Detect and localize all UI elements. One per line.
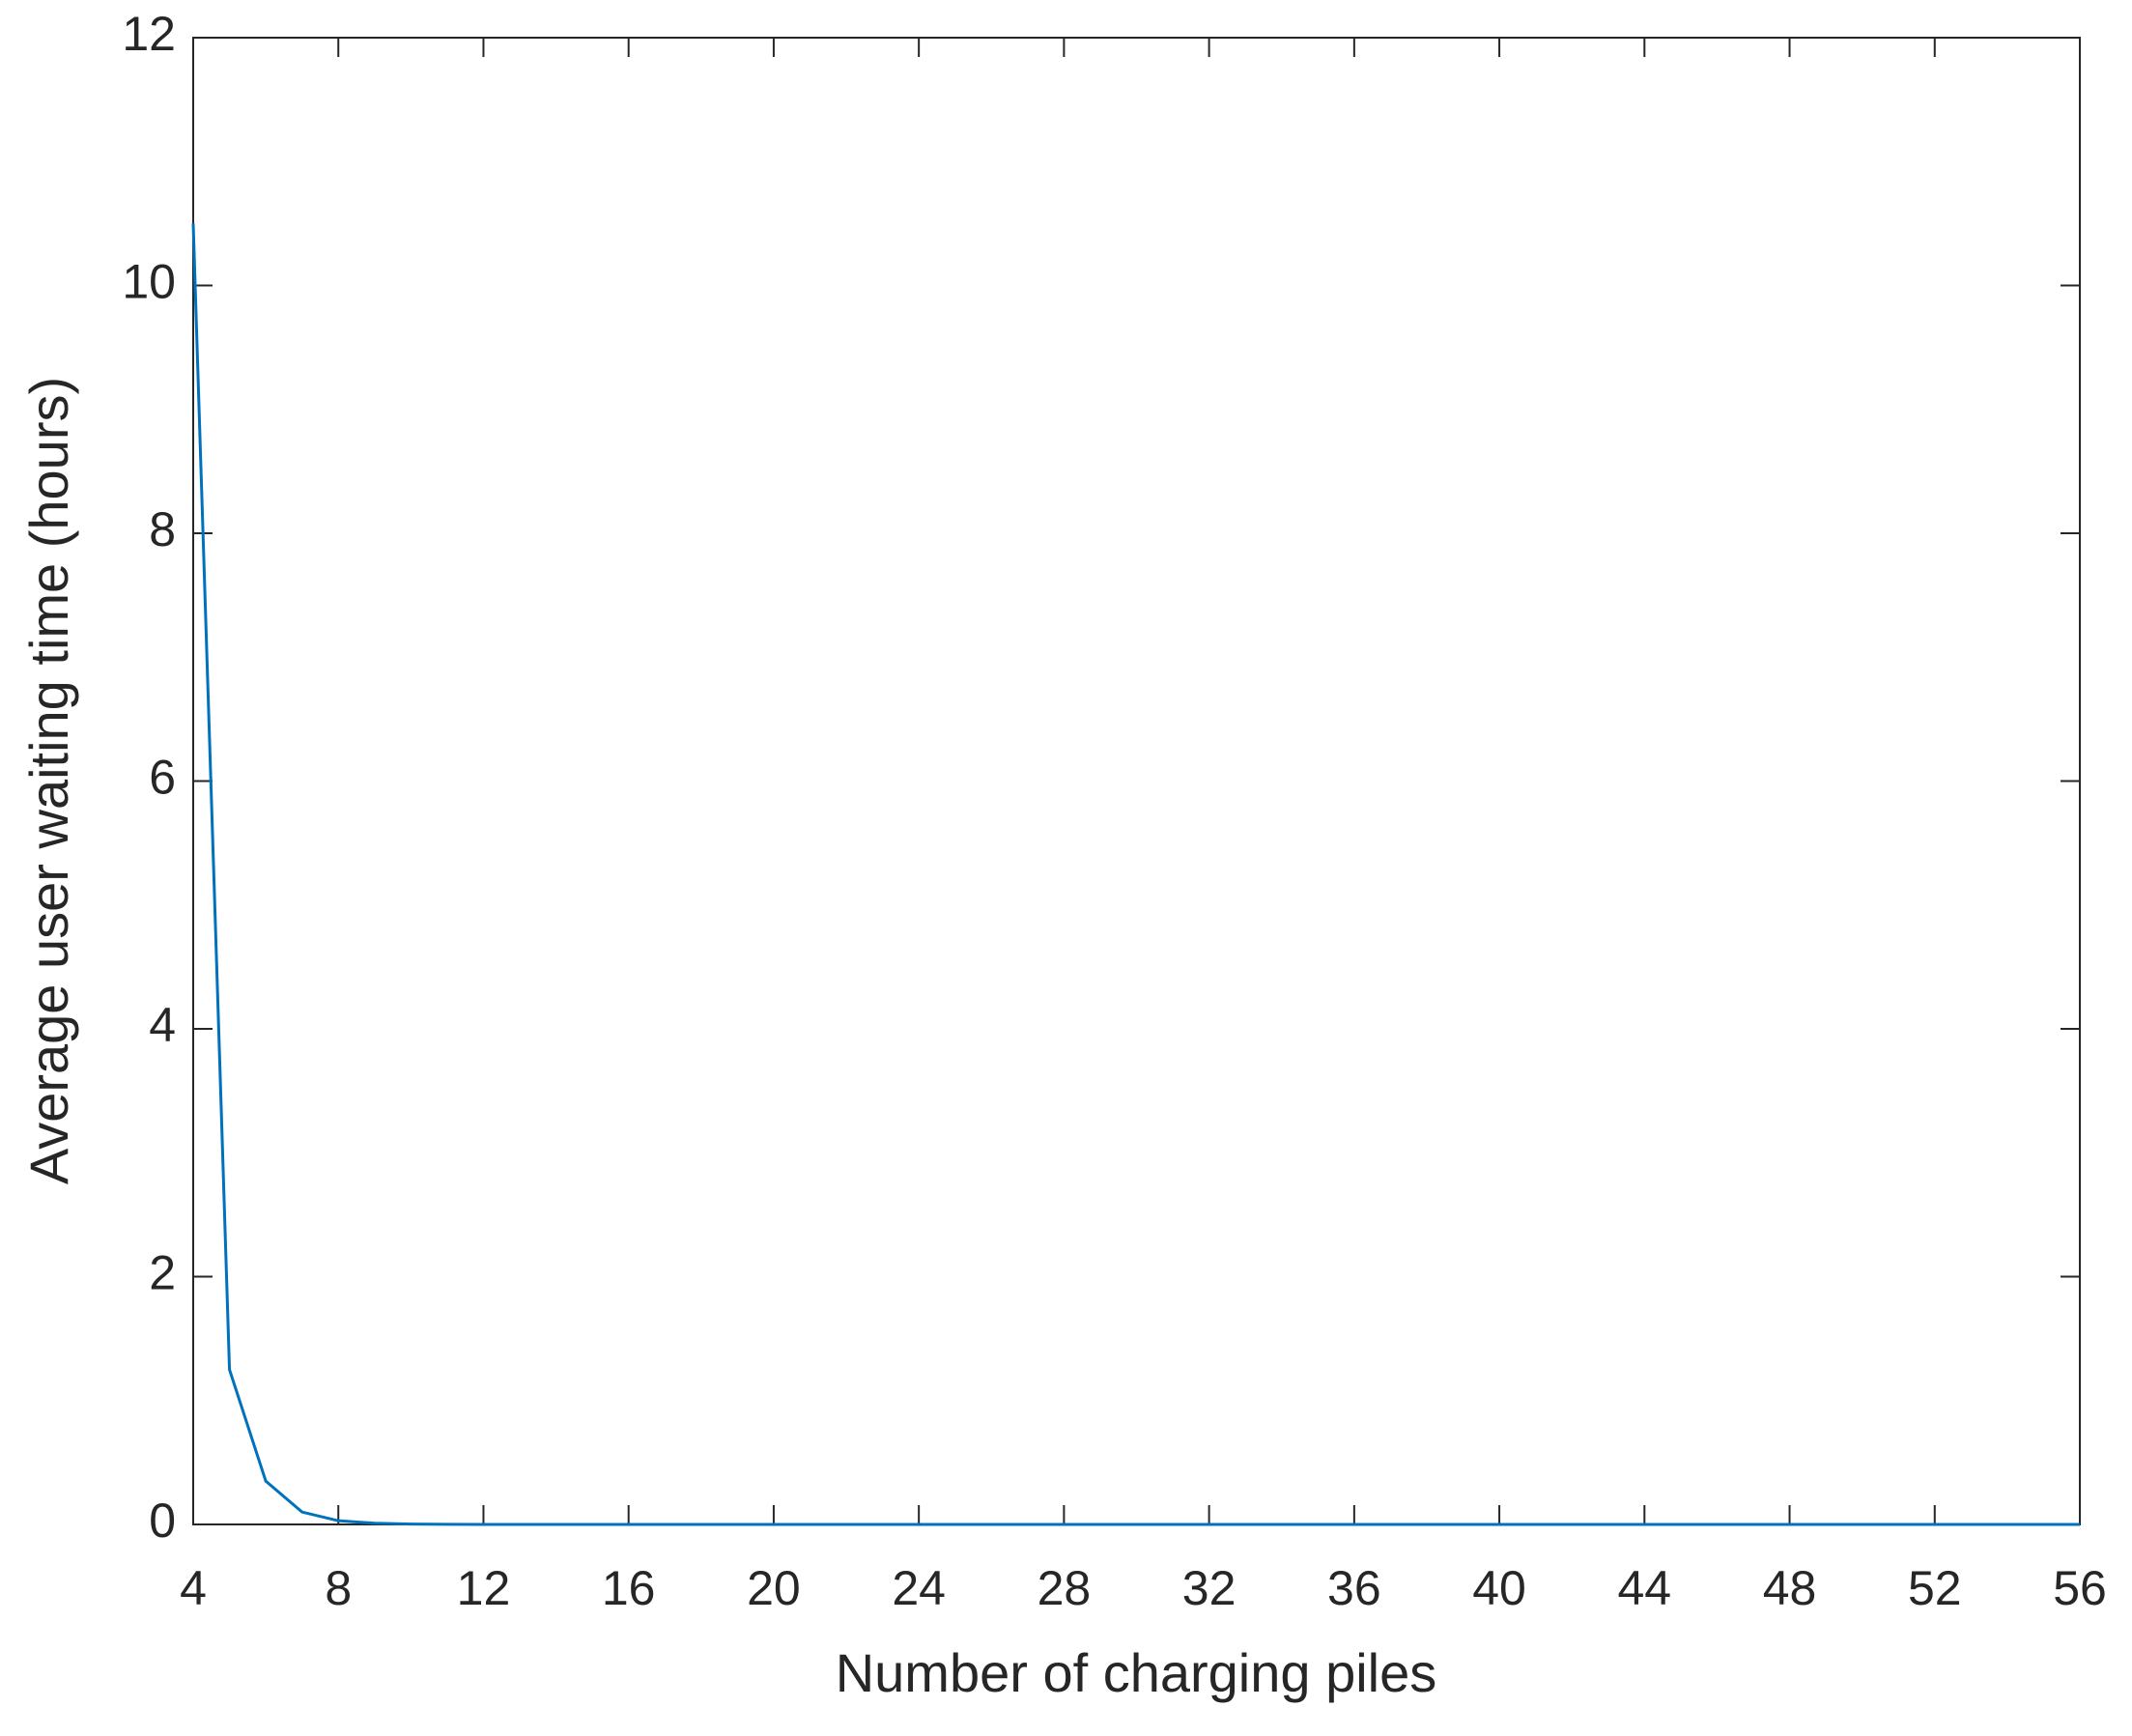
- x-tick-label: 52: [1908, 1561, 1962, 1615]
- y-tick-label: 8: [149, 502, 176, 556]
- x-tick-label: 56: [2053, 1561, 2107, 1615]
- x-tick-label: 24: [892, 1561, 946, 1615]
- y-tick-label: 2: [149, 1246, 176, 1300]
- x-tick-label: 40: [1472, 1561, 1526, 1615]
- x-tick-label: 4: [180, 1561, 207, 1615]
- y-tick-label: 10: [122, 255, 176, 309]
- y-axis-label: Average user waiting time (hours): [18, 377, 79, 1184]
- x-tick-label: 28: [1038, 1561, 1092, 1615]
- plot-area: [192, 37, 2081, 1525]
- x-tick-label: 8: [325, 1561, 352, 1615]
- x-tick-label: 36: [1327, 1561, 1381, 1615]
- y-tick-label: 12: [122, 7, 176, 61]
- x-tick-label: 48: [1763, 1561, 1817, 1615]
- y-tick-label: 6: [149, 751, 176, 805]
- x-tick-label: 20: [747, 1561, 801, 1615]
- line: [191, 223, 2080, 1526]
- y-tick-label: 4: [149, 998, 176, 1052]
- x-tick-label: 16: [602, 1561, 656, 1615]
- x-tick-label: 32: [1182, 1561, 1237, 1615]
- y-tick-label: 0: [149, 1494, 176, 1548]
- x-tick-label: 44: [1617, 1561, 1671, 1615]
- x-axis-label: Number of charging piles: [836, 1642, 1437, 1703]
- x-tick-label: 12: [457, 1561, 511, 1615]
